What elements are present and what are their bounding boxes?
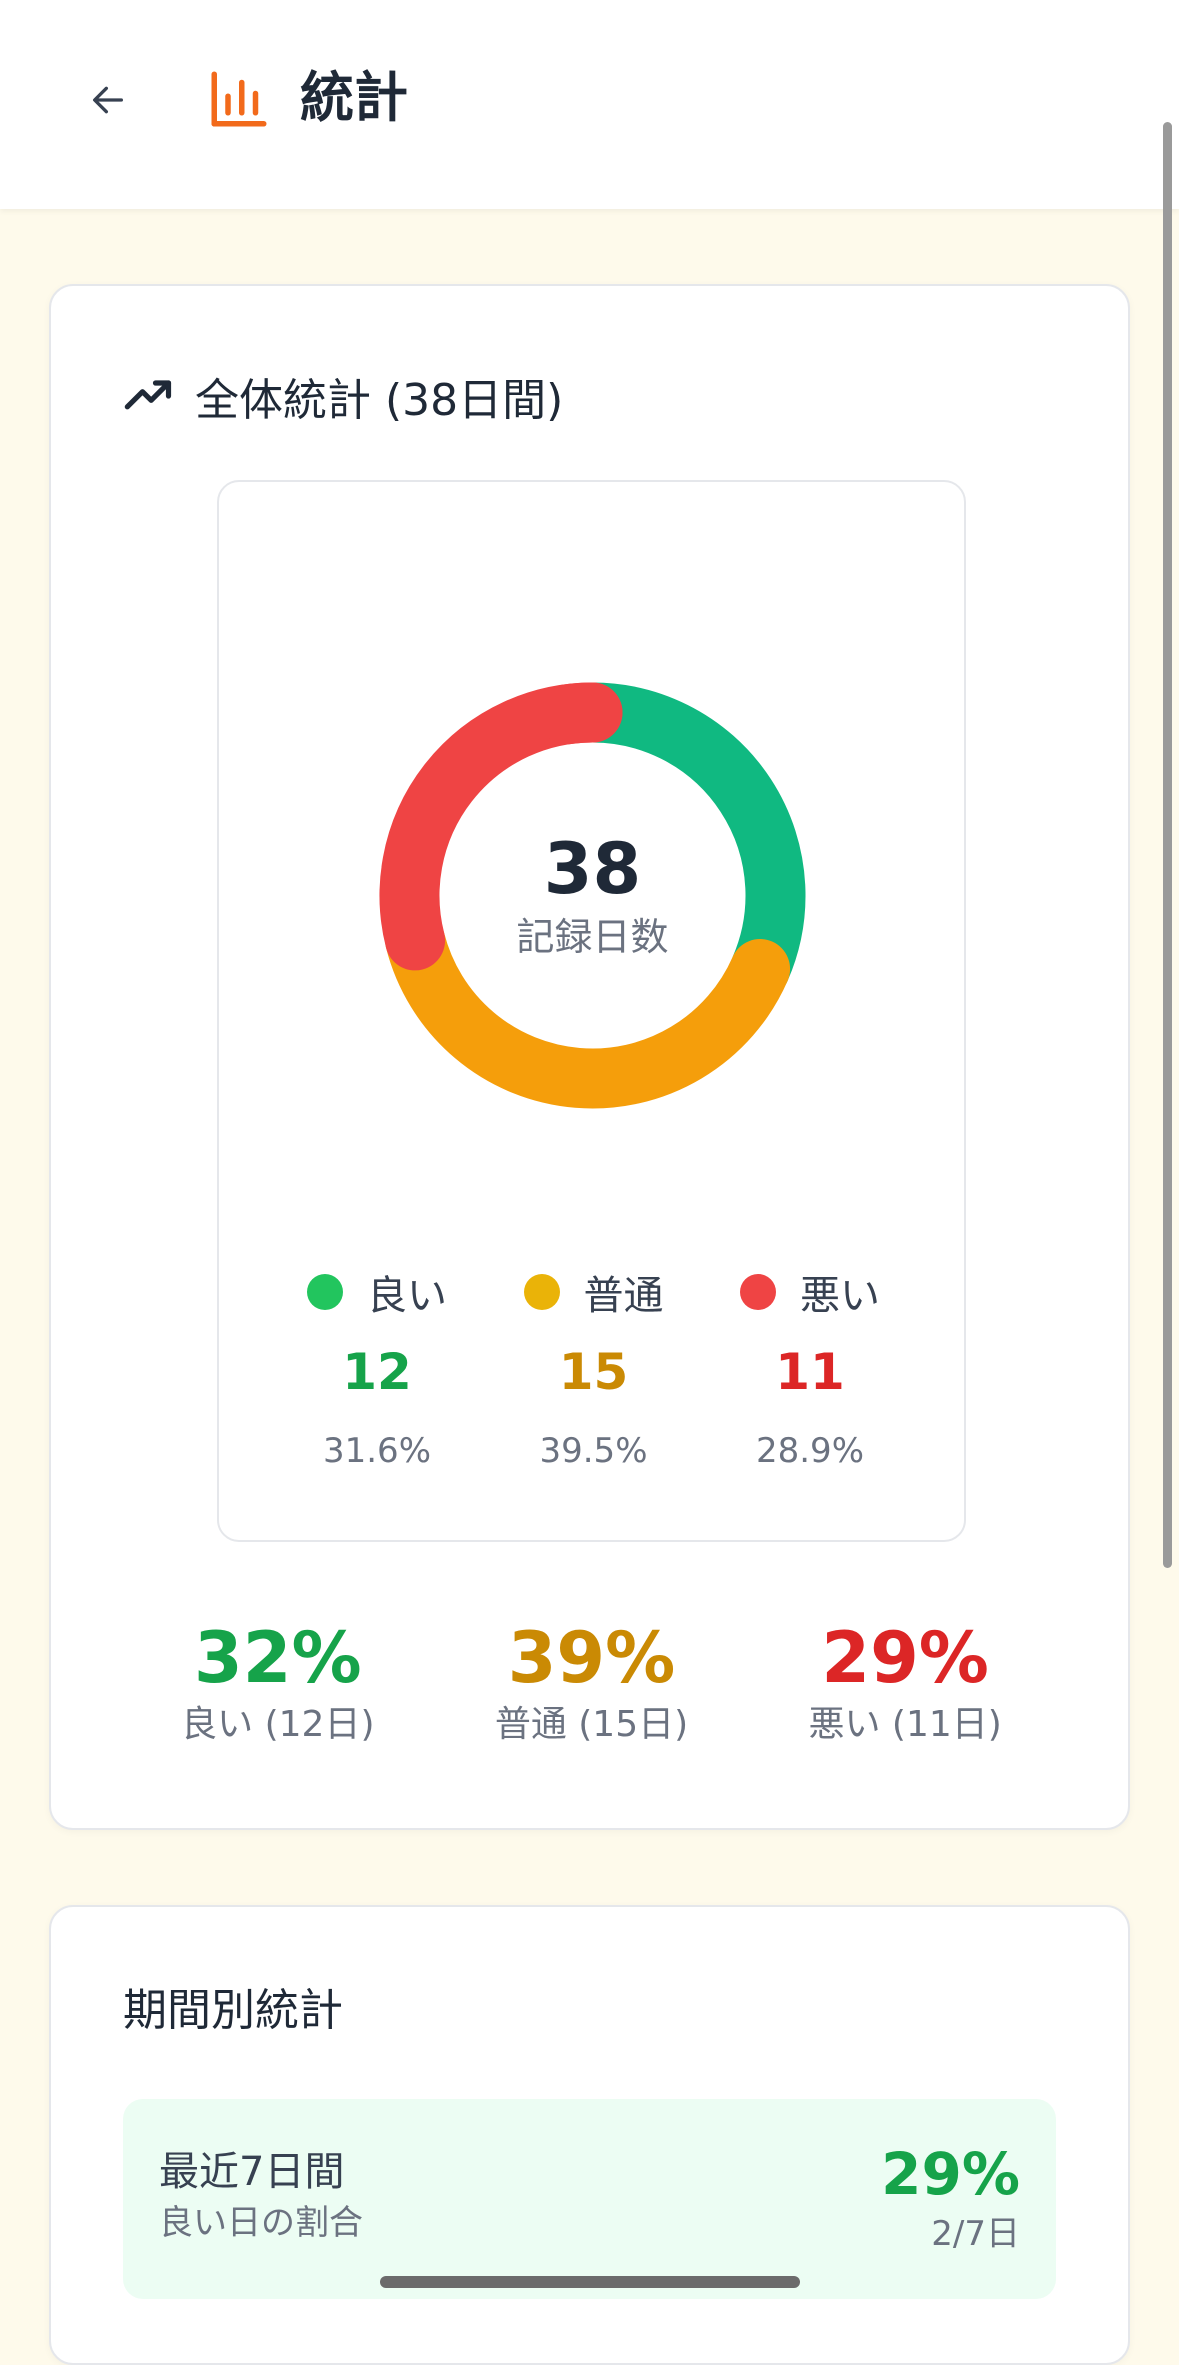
back-button[interactable] — [78, 70, 138, 130]
trending-up-icon — [124, 380, 172, 410]
period-row-last7[interactable]: 最近7日間 良い日の割合 29% 2/7日 — [123, 2099, 1056, 2299]
legend-count-normal: 15 — [558, 1343, 629, 1401]
period-days: 2/7日 — [931, 2214, 1020, 2254]
summary-label-good: 良い (12日) — [181, 1704, 375, 1745]
arrow-left-icon — [93, 86, 124, 114]
donut-slice-bad-cap — [537, 682, 623, 745]
summary-percent-good: 32% — [194, 1617, 362, 1699]
overall-stats-card: 全体統計 (38日間) 38 記録日数 良い 12 31.6% 普通 — [49, 284, 1130, 1830]
legend-label-bad: 悪い — [800, 1273, 880, 1319]
page-title: 統計 — [300, 66, 408, 129]
app-header: 統計 — [0, 0, 1179, 209]
period-sublabel: 良い日の割合 — [159, 2203, 363, 2243]
summary-label-normal: 普通 (15日) — [494, 1704, 689, 1745]
summary-percent-bad: 29% — [821, 1617, 989, 1699]
good-dot-icon — [307, 1274, 343, 1310]
donut-chart: 38 記録日数 — [379, 682, 806, 1109]
period-percent: 29% — [881, 2140, 1020, 2208]
legend-count-good: 12 — [342, 1343, 412, 1401]
legend-good: 良い 12 31.6% — [269, 1262, 485, 1474]
legend-percent-bad: 28.9% — [755, 1431, 864, 1471]
scrollbar[interactable] — [1163, 122, 1172, 1568]
legend-percent-normal: 39.5% — [539, 1431, 648, 1471]
donut-slice-normal — [385, 910, 791, 1109]
overall-stats-header: 全体統計 (38日間) — [123, 366, 563, 426]
legend-normal: 普通 15 39.5% — [486, 1262, 702, 1474]
home-indicator[interactable] — [380, 2276, 800, 2288]
legend-count-bad: 11 — [775, 1343, 845, 1401]
summary-percentages: 32% 良い (12日) 39% 普通 (15日) 29% 悪い (11日) — [51, 1616, 1132, 1750]
period-stats-card: 期間別統計 最近7日間 良い日の割合 29% 2/7日 — [49, 1905, 1130, 2365]
legend-percent-good: 31.6% — [322, 1431, 431, 1471]
legend-label-normal: 普通 — [583, 1273, 664, 1319]
donut-center: 38 記録日数 — [379, 682, 806, 1109]
bad-dot-icon — [740, 1274, 776, 1310]
summary-normal: 39% 普通 (15日) — [441, 1616, 741, 1750]
period-label: 最近7日間 — [159, 2149, 345, 2195]
summary-good: 32% 良い (12日) — [128, 1616, 428, 1750]
total-days-value: 38 — [543, 827, 642, 910]
donut-chart-svg — [379, 682, 806, 1109]
total-days-label: 記録日数 — [516, 914, 669, 959]
donut-chart-panel: 38 記録日数 良い 12 31.6% 普通 15 39.5% — [217, 480, 966, 1542]
legend-bad: 悪い 11 28.9% — [702, 1262, 918, 1474]
donut-slice-good — [562, 682, 806, 1000]
normal-dot-icon — [523, 1274, 560, 1310]
bar-chart-icon — [211, 71, 267, 127]
chart-legend: 良い 12 31.6% 普通 15 39.5% 悪い 11 28.9% — [269, 1262, 918, 1474]
overall-stats-title: 全体統計 (38日間) — [195, 375, 564, 426]
summary-label-bad: 悪い (11日) — [808, 1704, 1002, 1745]
period-stats-title: 期間別統計 — [123, 1985, 343, 2036]
legend-label-good: 良い — [367, 1273, 447, 1319]
summary-bad: 29% 悪い (11日) — [755, 1616, 1055, 1750]
summary-percent-normal: 39% — [507, 1617, 676, 1699]
